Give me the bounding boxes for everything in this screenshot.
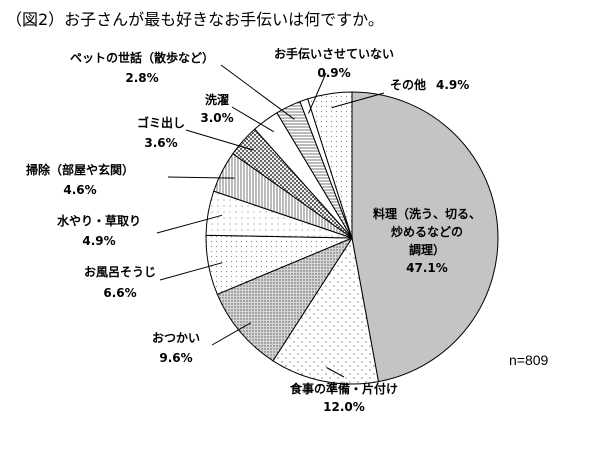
slice-value-label: 4.9%: [436, 78, 469, 92]
leader-line: [167, 176, 235, 179]
slice-label: お手伝いさせていない: [274, 46, 394, 61]
slice-label: ゴミ出し: [137, 115, 185, 130]
slice-value-label: 9.6%: [159, 351, 192, 365]
slice-value-label: 4.9%: [82, 234, 115, 248]
slice-value-label: 2.8%: [125, 71, 158, 85]
slice-label: 調理）: [409, 242, 445, 257]
slice-value-label: 3.6%: [144, 136, 177, 150]
leader-line: [211, 322, 252, 346]
slice-value-label: 0.9%: [317, 66, 350, 80]
leader-line: [159, 262, 223, 281]
leader-line: [220, 64, 295, 120]
pie-slice: [351, 91, 499, 383]
slice-label: 掃除（部屋や玄関）: [26, 162, 134, 177]
slice-value-label: 6.6%: [103, 286, 136, 300]
leader-line: [308, 72, 327, 114]
slice-label: お風呂そうじ: [84, 265, 156, 279]
leader-lines: [156, 64, 385, 378]
slice-label: おつかい: [152, 331, 200, 345]
pie-slices: [205, 91, 499, 385]
sample-size-note: n=809: [509, 352, 549, 368]
slice-value-label: 3.0%: [200, 111, 233, 125]
slice-label: 洗濯: [205, 92, 229, 107]
leader-line: [156, 214, 223, 234]
slice-label: 料理（洗う、切る、: [373, 206, 481, 221]
slice-value-label: 12.0%: [323, 400, 365, 414]
pie-slice: [216, 236, 354, 362]
slice-label: 炒めるなどの: [391, 225, 463, 239]
slice-label: 食事の準備・片付け: [289, 381, 398, 396]
slice-value-label: 4.6%: [63, 183, 96, 197]
chart-title: （図2）お子さんが最も好きなお手伝いは何ですか。: [6, 10, 384, 29]
leader-line: [185, 129, 254, 151]
leader-line: [331, 92, 385, 109]
leader-line: [326, 367, 345, 378]
pie-slice: [272, 236, 380, 385]
slice-label: 水やり・草取り: [57, 213, 141, 228]
slice-label: その他 4.9%: [390, 77, 469, 92]
pie-slice: [307, 91, 353, 239]
slice-label: ペットの世話（散歩など）: [70, 50, 214, 65]
leader-line: [231, 106, 274, 133]
slice-value-label: 47.1%: [406, 261, 448, 275]
